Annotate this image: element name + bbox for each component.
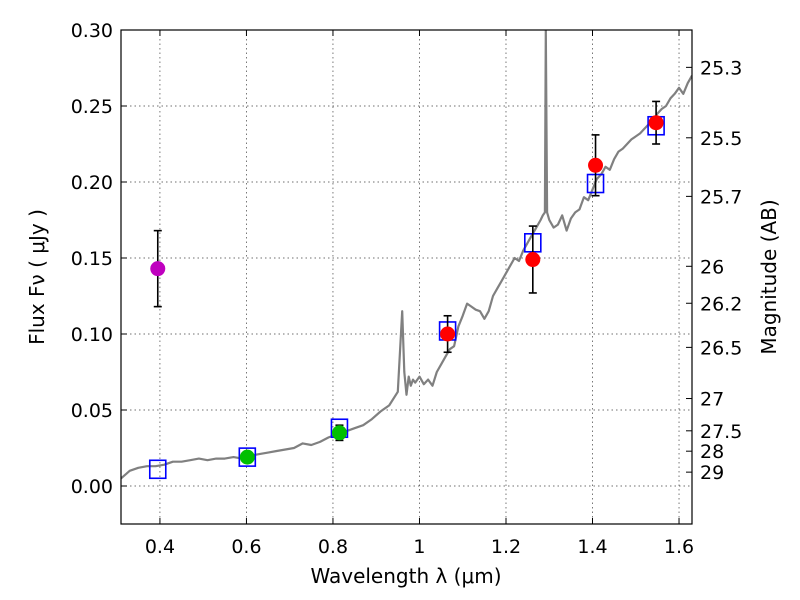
plot-frame	[120, 29, 693, 525]
right-axis-title: Magnitude (AB)	[757, 199, 781, 354]
observed-flux-point	[648, 115, 664, 131]
model-flux-box	[148, 459, 167, 480]
y-tick-label: 0.15	[71, 248, 113, 270]
mag-tick-label: 25.7	[700, 186, 742, 208]
y-tick-label: 0.25	[71, 96, 113, 118]
observed-flux-points	[150, 115, 664, 465]
mag-tick-label: 27.5	[700, 421, 742, 443]
x-tick-label: 1.2	[491, 536, 521, 558]
observed-flux-point	[331, 425, 347, 441]
x-tick-label: 1.4	[577, 536, 607, 558]
x-tick-label: 1.6	[664, 536, 694, 558]
mag-tick-label: 25.5	[700, 128, 742, 150]
observed-flux-point	[239, 449, 255, 465]
mag-tick-label: 26.2	[700, 293, 742, 315]
mag-tick-label: 28	[700, 441, 724, 463]
y-tick-label: 0.05	[71, 400, 113, 422]
observed-flux-point	[440, 326, 456, 342]
observed-flux-point	[150, 261, 166, 277]
mag-tick-label: 26.5	[700, 337, 742, 359]
spectrum-line	[121, 30, 692, 480]
y-tick-label: 0.20	[71, 172, 113, 194]
y-axis-title: Flux Fν ( μJy )	[25, 209, 49, 345]
mag-tick-label: 27	[700, 389, 724, 411]
mag-tick-label: 25.3	[700, 57, 742, 79]
x-tick-label: 0.4	[145, 536, 175, 558]
axis-ticks	[121, 29, 692, 524]
y-tick-label: 0.00	[71, 476, 113, 498]
mag-tick-label: 26	[700, 256, 724, 278]
x-tick-label: 1	[413, 536, 425, 558]
x-axis-title: Wavelength λ (μm)	[310, 564, 501, 588]
y-tick-label: 0.10	[71, 324, 113, 346]
observed-flux-point	[525, 252, 541, 268]
tick-labels: 0.4 0.6 0.8 1 1.2 1.4 1.6 0.00 0.05 0.10 0.15 0.20 0…	[71, 20, 743, 558]
model-flux-box	[238, 447, 257, 467]
x-tick-label: 0.8	[318, 536, 348, 558]
x-tick-label: 0.6	[231, 536, 261, 558]
grid-lines	[121, 29, 692, 524]
plot-area	[121, 30, 692, 480]
observed-flux-point	[588, 157, 604, 173]
mag-tick-label: 29	[700, 462, 724, 484]
y-tick-label: 0.30	[71, 20, 113, 42]
